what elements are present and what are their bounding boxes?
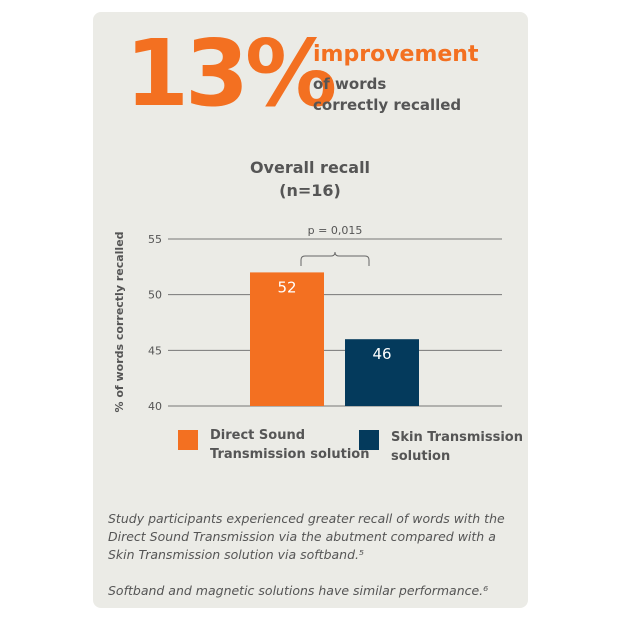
legend-swatch-direct — [178, 430, 198, 450]
y-tick-label: 50 — [148, 289, 162, 302]
y-axis-label: % of words correctly recalled — [113, 231, 126, 412]
headline-line2: correctly recalled — [313, 96, 462, 114]
bar-value-label: 46 — [372, 345, 391, 363]
y-tick-label: 40 — [148, 400, 162, 413]
bar-value-label: 52 — [277, 278, 296, 296]
legend-label-skin: Skin Transmission solution — [391, 428, 523, 466]
y-tick-label: 45 — [148, 344, 162, 357]
legend-direct-line1: Direct Sound — [210, 428, 306, 443]
bar — [250, 272, 324, 406]
chart-title-block: Overall recall (n=16) — [150, 156, 470, 202]
footnote-p1: Study participants experienced greater r… — [108, 511, 505, 562]
chart-subtitle: (n=16) — [279, 181, 341, 200]
footnote: Study participants experienced greater r… — [108, 510, 508, 618]
legend-swatch-skin — [359, 430, 379, 450]
headline-value: 13% — [125, 20, 337, 127]
bar — [345, 339, 419, 406]
headline-word: improvement — [313, 42, 479, 67]
significance-bracket — [300, 251, 370, 266]
footnote-p2: Softband and magnetic solutions have sim… — [108, 583, 489, 598]
legend-skin-line1: Skin Transmission — [391, 430, 523, 445]
legend-skin-line2: solution — [391, 449, 451, 464]
legend-label-direct: Direct Sound Transmission solution — [210, 426, 370, 464]
y-tick-label: 55 — [148, 233, 162, 246]
p-value-annotation: p = 0,015 — [308, 224, 363, 237]
legend-direct-line2: Transmission solution — [210, 447, 370, 462]
chart-title: Overall recall — [249, 158, 371, 177]
headline-line1: of words — [313, 75, 387, 93]
headline-subtitle: of words correctly recalled — [313, 74, 461, 116]
